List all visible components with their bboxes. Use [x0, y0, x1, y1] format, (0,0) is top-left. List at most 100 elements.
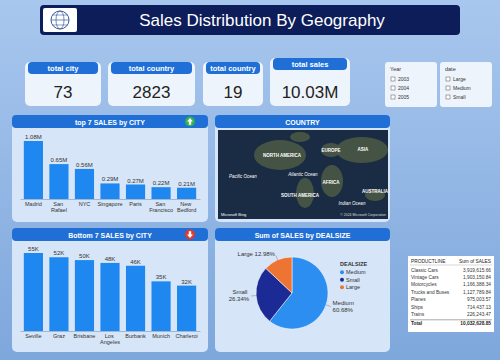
- panel-body: [215, 228, 390, 352]
- slicer-body: [385, 62, 437, 107]
- pie-label-value: 12.98%: [255, 251, 276, 257]
- x-tick-label: Munich: [152, 333, 170, 339]
- panel-title: Bottom 7 SALES by CITY: [68, 232, 152, 240]
- table-cell: Classic Cars: [411, 268, 439, 273]
- slicer-option: 2005: [398, 94, 409, 100]
- data-label: 0.21M: [178, 181, 195, 187]
- bar: [75, 169, 94, 199]
- checkbox[interactable]: [391, 95, 395, 99]
- panel-title: top 7 SALES by CITY: [75, 119, 145, 127]
- x-tick: Graz: [53, 333, 65, 339]
- pie-label-category: Medium: [333, 300, 356, 306]
- card: total country2823: [108, 62, 195, 106]
- checkbox[interactable]: [446, 77, 450, 81]
- legend-label: Large: [346, 284, 360, 290]
- checkbox[interactable]: [391, 77, 395, 81]
- slicer: dateLargeMediumSmall: [440, 62, 492, 107]
- x-tick: Seville: [25, 333, 41, 339]
- card: total sales10.03M: [270, 58, 350, 106]
- x-tick: Burbank: [125, 333, 146, 339]
- x-tick: Brisbane: [74, 333, 96, 339]
- bar: [75, 260, 94, 331]
- pie-label-category: Large: [238, 251, 255, 257]
- pie-label-value: 60.68%: [333, 307, 354, 313]
- legend-title: DEALSIZE: [340, 261, 368, 267]
- panel-header: [215, 115, 390, 128]
- bar: [49, 257, 68, 331]
- checkbox[interactable]: [446, 86, 450, 90]
- x-tick: San Rafael: [51, 201, 67, 213]
- card: total country19: [203, 62, 263, 106]
- x-tick: Madrid: [25, 201, 42, 207]
- up-arrow-icon: [185, 117, 195, 127]
- panel: Bottom 7 SALES by CITY: [12, 228, 208, 352]
- x-tick: Los Angeles: [100, 333, 120, 345]
- bars: [24, 253, 196, 331]
- map-land: [321, 165, 343, 197]
- card-body: [25, 62, 101, 106]
- panel-body: [215, 115, 390, 222]
- title: Sales Distribution By Geography: [139, 11, 385, 30]
- data-label: 0.22M: [153, 180, 170, 186]
- logo-icon: [51, 11, 69, 29]
- table-cell: 975,003.57: [467, 297, 491, 302]
- x-tick: Singapore: [97, 201, 122, 207]
- map-label: Atlantic Ocean: [287, 172, 318, 177]
- x-tick-label: Madrid: [25, 201, 42, 207]
- card-header: [111, 62, 192, 74]
- card-value: 19: [224, 83, 243, 102]
- card-body: [108, 62, 195, 106]
- map-brand: Microsoft Bing: [221, 212, 246, 217]
- x-tick-label: San Francisco: [149, 201, 173, 213]
- bar: [177, 188, 196, 199]
- legend-label: Medium: [346, 269, 366, 275]
- slicer-option: 2003: [398, 76, 409, 82]
- x-axis: Seville Graz Brisbane Los Angeles Burbank Mun…: [21, 332, 201, 345]
- title-bar: [40, 5, 460, 35]
- card-body: [203, 62, 263, 106]
- table-header: Sum of SALES: [459, 259, 491, 264]
- bar: [151, 187, 170, 199]
- card-body: [270, 58, 350, 106]
- x-tick-label: Burbank: [125, 333, 146, 339]
- card-value: 2823: [133, 83, 171, 102]
- checkbox[interactable]: [391, 86, 395, 90]
- table-cell: Trains: [411, 312, 425, 317]
- x-axis-line: [21, 331, 201, 332]
- x-tick-label: Brisbane: [74, 333, 96, 339]
- x-tick: New Bedford: [177, 201, 196, 213]
- x-tick-label: Singapore: [97, 201, 122, 207]
- slicer-title: Year: [390, 66, 401, 72]
- map-label: SOUTH AMERICA: [281, 193, 320, 198]
- x-tick: Munich: [152, 333, 170, 339]
- panel: top 7 SALES by CITY: [12, 115, 208, 222]
- map-label: AFRICA: [323, 180, 341, 185]
- checkbox[interactable]: [446, 95, 450, 99]
- pie-slice: [266, 257, 292, 293]
- legend-swatch: [340, 285, 344, 289]
- x-tick-label: Los Angeles: [100, 333, 120, 345]
- down-arrow-icon: [185, 230, 195, 240]
- table-cell: Vintage Cars: [411, 275, 439, 280]
- panel: COUNTRY: [215, 115, 390, 222]
- panel: Sum of SALES by DEALSIZE: [215, 228, 390, 352]
- table-cell: 3,919,615.66: [463, 268, 491, 273]
- leader-line: [276, 255, 278, 260]
- map-land: [254, 140, 306, 170]
- data-label: 32K: [181, 279, 192, 285]
- bar: [151, 281, 170, 331]
- table-cell: Ships: [411, 305, 424, 310]
- table-rule: [410, 319, 492, 320]
- map-label: EUROPE: [321, 148, 340, 153]
- slicer-option: Large: [453, 76, 466, 82]
- data-label: 0.27M: [127, 178, 144, 184]
- panel-header: [12, 228, 208, 241]
- background: [0, 0, 500, 360]
- card-label: total city: [48, 64, 80, 73]
- map-attribution: © 2024 Microsoft Corporation: [340, 213, 386, 217]
- map-land: [290, 132, 310, 142]
- bar: [177, 286, 196, 331]
- slicer-body: [440, 62, 492, 107]
- panel-header: [215, 228, 390, 241]
- x-tick: Charleroi: [175, 333, 197, 339]
